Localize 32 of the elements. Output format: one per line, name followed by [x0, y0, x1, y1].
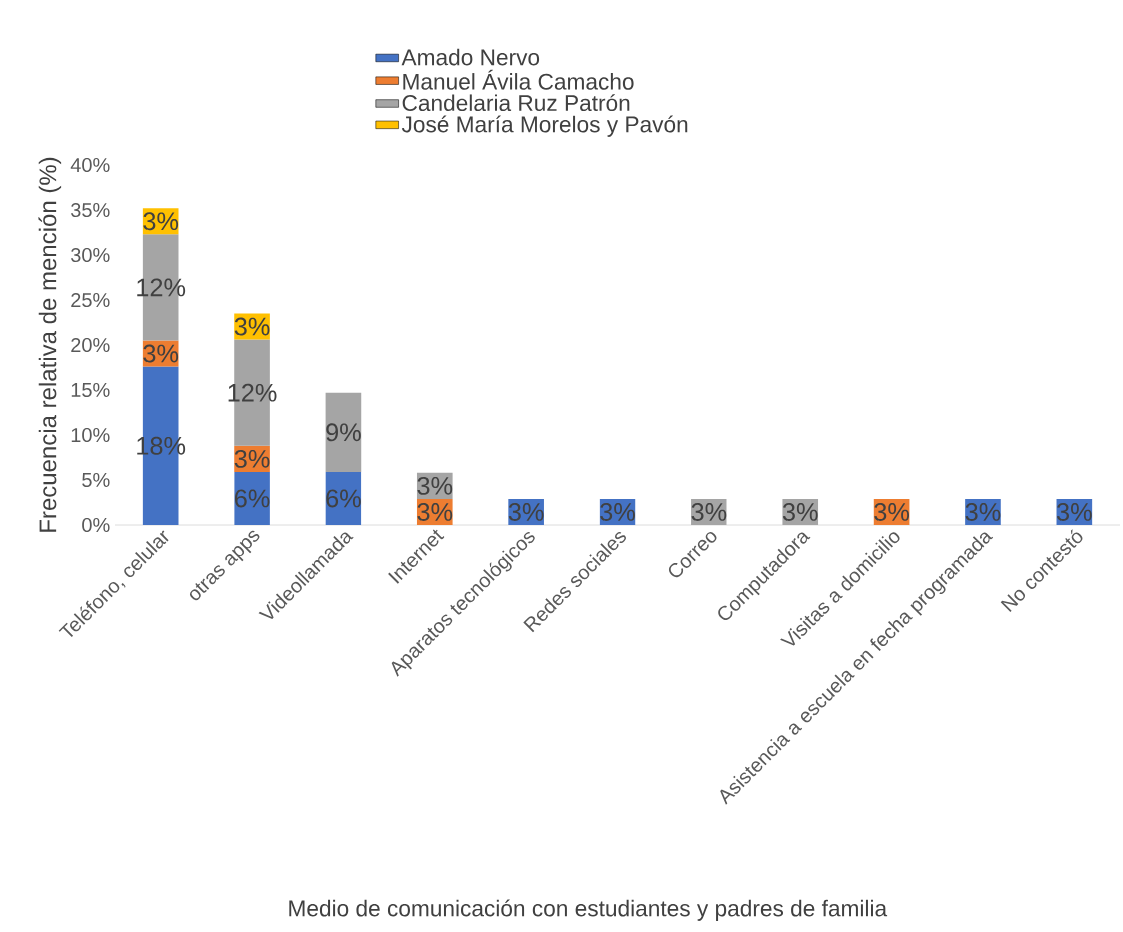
data-label: 3% [691, 502, 727, 521]
data-label: 6% [326, 489, 361, 508]
data-label: 3% [143, 344, 179, 363]
legend-label: Amado Nervo [401, 48, 540, 66]
x-axis-title: Medio de comunicación con estudiantes y padres de familia [289, 899, 888, 921]
data-label: 3% [508, 502, 544, 521]
data-label: 3% [234, 317, 270, 336]
legend-label: Manuel Ávila Camacho [403, 69, 634, 90]
data-label: 3% [417, 502, 453, 521]
data-label: 3% [234, 449, 270, 468]
data-label: 3% [600, 502, 635, 521]
data-label: 9% [326, 423, 361, 442]
y-tick-label: 30% [71, 247, 110, 263]
bar [325, 392, 362, 472]
y-tick-label: 20% [71, 337, 110, 353]
data-label: 3% [417, 476, 453, 495]
y-tick-label: 0% [82, 517, 110, 533]
legend-label: José María Morelos y Pavón [401, 115, 688, 137]
y-tick-label: 15% [71, 382, 110, 398]
y-tick-label: 25% [71, 292, 110, 308]
y-tick-label: 5% [82, 472, 110, 488]
data-label: 3% [965, 502, 1001, 521]
data-label: 3% [1056, 502, 1092, 521]
y-tick-label: 35% [71, 202, 110, 218]
data-label: 3% [874, 502, 909, 521]
data-label: 3% [782, 502, 818, 521]
data-label: 6% [235, 489, 270, 508]
data-label: 3% [143, 212, 179, 231]
y-tick-label: 10% [71, 427, 110, 443]
y-tick-label: 40% [70, 157, 110, 173]
legend-label: Candelaria Ruz Patrón [402, 94, 630, 112]
y-axis-title: Frecuencia relativa de mención (%) [38, 157, 62, 532]
